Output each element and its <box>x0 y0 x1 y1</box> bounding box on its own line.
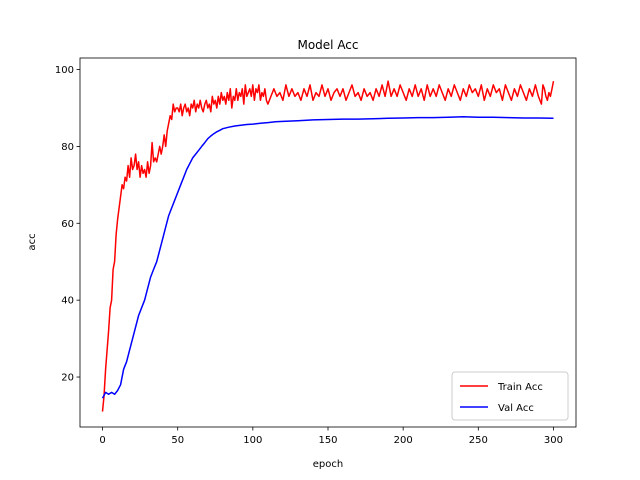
x-tick-label: 0 <box>99 435 105 446</box>
legend-label: Train Acc <box>497 382 543 393</box>
series-line-val-acc <box>101 116 554 399</box>
y-tick-label: 20 <box>61 373 74 384</box>
x-tick-label: 150 <box>318 435 337 446</box>
axes-layer: 0 50 100 150 200 250 300 20 40 60 80 100 <box>55 57 577 446</box>
series-line-train-acc <box>101 80 555 412</box>
x-tick-label: 200 <box>394 435 413 446</box>
y-tick-label: 80 <box>61 142 74 153</box>
legend: Train Acc Val Acc <box>451 371 569 421</box>
legend-box <box>451 371 569 421</box>
x-tick-label: 50 <box>171 435 184 446</box>
series-layer <box>101 80 555 412</box>
x-axis-label: epoch <box>313 459 343 470</box>
x-tick-label: 300 <box>544 435 563 446</box>
y-tick-label: 60 <box>61 219 74 230</box>
chart-title: Model Acc <box>297 38 358 52</box>
x-tick-label: 250 <box>469 435 488 446</box>
y-tick-label: 40 <box>61 296 74 307</box>
y-axis-label: acc <box>27 233 38 250</box>
y-tick-label: 100 <box>55 65 74 76</box>
legend-label: Val Acc <box>498 403 534 414</box>
x-tick-label: 100 <box>243 435 262 446</box>
